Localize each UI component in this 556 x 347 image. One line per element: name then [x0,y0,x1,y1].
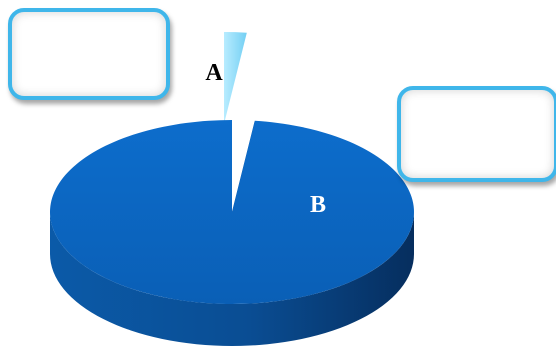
callout-box-b [397,86,556,182]
pie-labels-layer: AB [205,60,326,218]
pie-slice-b-side [50,212,414,346]
callout-box-a [8,8,170,100]
pie-label-a: A [205,60,223,86]
pie-top-layer [49,32,414,304]
pie-slice-a [224,32,247,124]
pie-slice-b [49,120,414,304]
pie-label-b: B [310,192,326,218]
